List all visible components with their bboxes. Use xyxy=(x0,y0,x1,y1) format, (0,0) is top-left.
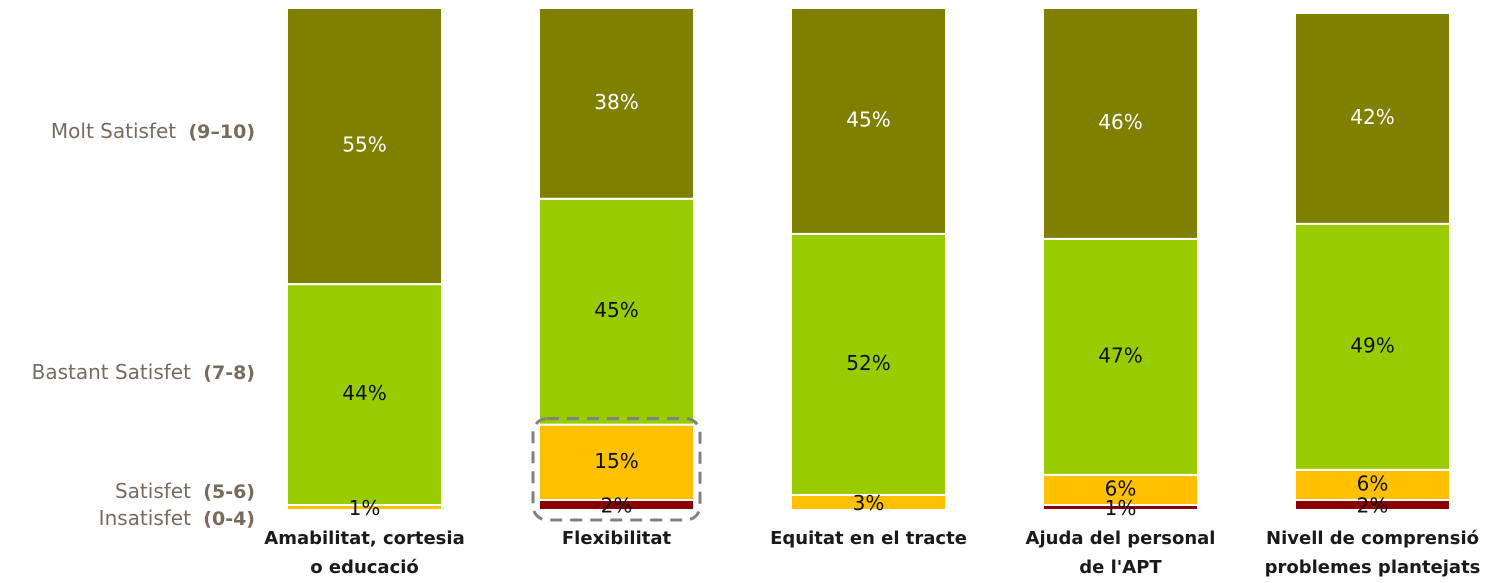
category-label-line: problemes plantejats xyxy=(1265,557,1481,578)
data-label-insatisfet-1: 2% xyxy=(601,493,633,517)
category-label-line: Equitat en el tracte xyxy=(770,528,967,549)
data-label-bastant-0: 44% xyxy=(342,381,386,405)
bar-segment-molt-1 xyxy=(538,7,695,200)
legend-item-satisfet: Satisfet (5-6) xyxy=(115,479,255,503)
data-label-molt-2: 45% xyxy=(846,107,890,131)
legend-range-insatisfet: (0-4) xyxy=(203,508,255,530)
legend-name-satisfet: Satisfet xyxy=(115,479,197,503)
data-label-bastant-1: 45% xyxy=(594,298,638,322)
data-label-satisfet-2: 3% xyxy=(853,491,885,515)
category-labels: Amabilitat, cortesia o educació Flexibilit… xyxy=(264,528,1480,578)
legend: Insatisfet (0-4) Satisfet (5-6) Bastant Sa… xyxy=(32,119,255,530)
data-label-molt-1: 38% xyxy=(594,90,638,114)
legend-item-bastant: Bastant Satisfet (7-8) xyxy=(32,360,255,384)
bar-segment-satisfet-1 xyxy=(538,423,695,501)
data-label-insatisfet-3: 1% xyxy=(1105,496,1137,520)
bar-segment-satisfet-3 xyxy=(1042,473,1199,506)
category-label-line: Amabilitat, cortesia xyxy=(264,528,464,549)
data-label-insatisfet-4: 2% xyxy=(1357,493,1389,517)
category-label-line: Flexibilitat xyxy=(562,528,672,549)
category-label-line: o educació xyxy=(310,557,419,578)
category-label-1: Flexibilitat xyxy=(562,528,672,549)
legend-item-molt: Molt Satisfet (9–10) xyxy=(51,119,255,143)
bar-segment-bastant-0 xyxy=(286,283,443,506)
legend-range-molt: (9–10) xyxy=(188,121,255,143)
legend-item-insatisfet: Insatisfet (0-4) xyxy=(99,506,255,530)
bar-segment-molt-0 xyxy=(286,7,443,286)
data-label-bastant-2: 52% xyxy=(846,351,890,375)
legend-range-satisfet: (5-6) xyxy=(203,481,255,503)
highlight-dashed-box xyxy=(531,417,702,522)
data-label-satisfet-0: 1% xyxy=(349,496,381,520)
category-label-3: Ajuda del personal de l'APT xyxy=(1026,528,1216,578)
category-label-4: Nivell de comprensió problemes plantejats xyxy=(1265,528,1481,578)
bar-segment-bastant-2 xyxy=(790,232,947,496)
bar-segment-bastant-1 xyxy=(538,197,695,426)
category-label-2: Equitat en el tracte xyxy=(770,528,967,549)
legend-name-molt: Molt Satisfet xyxy=(51,119,183,143)
category-label-line: Ajuda del personal xyxy=(1026,528,1216,549)
legend-name-insatisfet: Insatisfet xyxy=(99,506,198,530)
category-label-line: de l'APT xyxy=(1079,557,1162,578)
legend-range-bastant: (7-8) xyxy=(203,362,255,384)
data-label-bastant-4: 49% xyxy=(1350,333,1394,357)
data-label-molt-0: 55% xyxy=(342,133,386,157)
bar-segment-bastant-3 xyxy=(1042,237,1199,476)
data-label-molt-3: 46% xyxy=(1098,110,1142,134)
bar-segment-molt-3 xyxy=(1042,7,1199,240)
bar-segment-satisfet-4 xyxy=(1294,468,1451,501)
bar-segment-bastant-4 xyxy=(1294,222,1451,471)
bar-segment-molt-4 xyxy=(1294,12,1451,225)
category-label-line: Nivell de comprensió xyxy=(1266,528,1479,549)
data-label-satisfet-1: 15% xyxy=(594,449,638,473)
bars: 1%44%55%2%15%45%38%3%52%45%1%6%47%46%2%6… xyxy=(286,7,1451,522)
data-label-molt-4: 42% xyxy=(1350,105,1394,129)
legend-name-bastant: Bastant Satisfet xyxy=(32,360,198,384)
data-label-satisfet-4: 6% xyxy=(1357,471,1389,495)
data-label-satisfet-3: 6% xyxy=(1105,476,1137,500)
category-label-0: Amabilitat, cortesia o educació xyxy=(264,528,464,578)
bar-segment-molt-2 xyxy=(790,7,947,235)
data-label-bastant-3: 47% xyxy=(1098,343,1142,367)
